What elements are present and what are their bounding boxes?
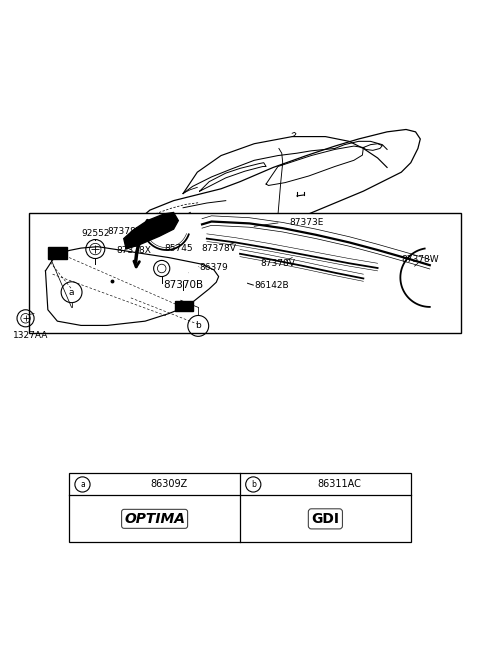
Text: 86379: 86379 <box>200 262 228 272</box>
Text: a: a <box>80 480 85 489</box>
Text: 87373E: 87373E <box>289 218 324 227</box>
Polygon shape <box>124 213 179 249</box>
Bar <box>48 247 67 259</box>
Text: GDI: GDI <box>312 512 339 526</box>
Text: 86142B: 86142B <box>254 281 289 290</box>
Bar <box>189 267 198 271</box>
Text: 86309Z: 86309Z <box>150 480 188 489</box>
Bar <box>189 267 198 279</box>
Text: a: a <box>69 288 74 297</box>
Text: 1327AA: 1327AA <box>12 330 48 340</box>
Text: 87378W: 87378W <box>401 255 439 264</box>
Text: 87370B: 87370B <box>163 280 203 290</box>
Text: 87378X: 87378X <box>117 246 152 255</box>
Bar <box>69 474 411 542</box>
Bar <box>29 213 461 334</box>
Text: 85745: 85745 <box>164 244 192 253</box>
Text: 87378W: 87378W <box>108 227 145 235</box>
Text: 86311AC: 86311AC <box>318 480 361 489</box>
Text: 87378V: 87378V <box>202 244 237 253</box>
Text: 87378V: 87378V <box>261 259 295 268</box>
Text: b: b <box>195 321 201 330</box>
Text: b: b <box>251 480 256 489</box>
Text: 92552: 92552 <box>81 229 109 238</box>
Text: OPTIMA: OPTIMA <box>124 512 185 526</box>
Bar <box>235 278 246 288</box>
Bar <box>175 301 192 311</box>
